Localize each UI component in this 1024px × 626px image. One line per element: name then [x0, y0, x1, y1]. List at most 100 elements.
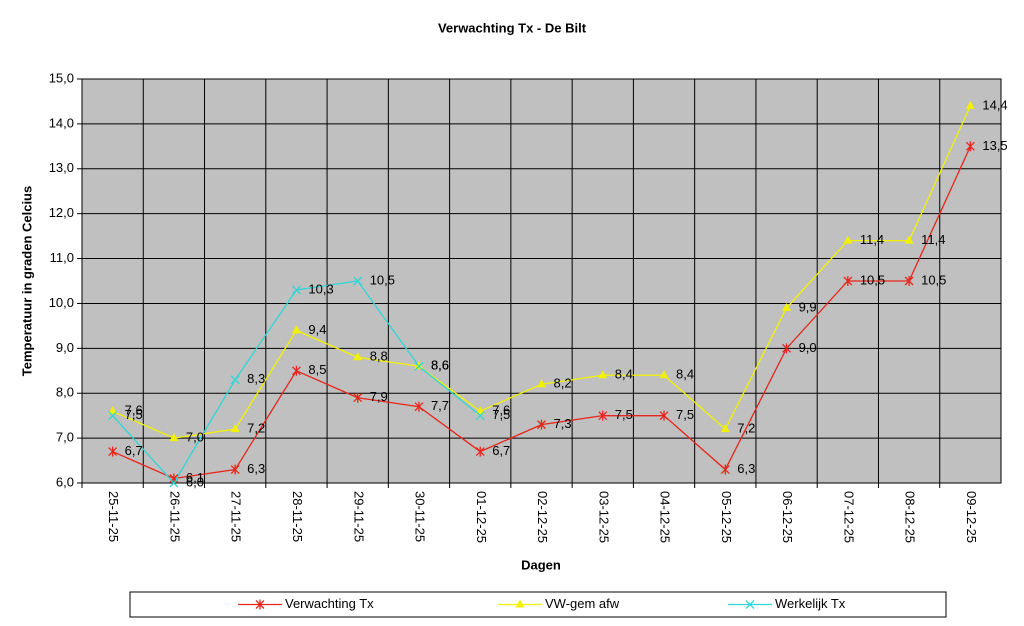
data-label: 9,9: [799, 299, 817, 314]
y-tick-label: 11,0: [50, 250, 74, 265]
x-tick-label: 07-12-25: [841, 491, 856, 543]
marker: [475, 446, 485, 457]
marker: [720, 424, 730, 433]
data-label: 7,7: [431, 398, 449, 413]
marker: [659, 370, 669, 379]
data-label: 8,6: [431, 358, 449, 373]
x-tick-label: 04-12-25: [658, 491, 673, 543]
marker: [255, 599, 265, 610]
data-label: 8,3: [247, 371, 265, 386]
data-label: 6,1: [186, 470, 204, 485]
data-label: 10,5: [370, 272, 395, 287]
x-tick-label: 02-12-25: [535, 491, 550, 543]
data-label: 8,2: [554, 376, 572, 391]
data-label: 6,7: [492, 443, 510, 458]
data-label: 7,2: [737, 421, 755, 436]
data-label: 7,9: [370, 389, 388, 404]
marker: [745, 600, 755, 609]
data-label: 11,4: [921, 232, 945, 247]
x-tick-label: 25-11-25: [106, 491, 121, 542]
marker: [965, 100, 975, 109]
data-label: 13,5: [982, 138, 1007, 153]
data-label: 7,5: [125, 407, 143, 422]
y-axis-label: Temperatuur in graden Celcius: [19, 186, 34, 376]
x-tick-label: 30-11-25: [413, 491, 428, 542]
marker: [537, 419, 546, 430]
data-label: 7,5: [676, 407, 694, 422]
marker: [353, 352, 363, 361]
marker: [659, 410, 669, 421]
chart-title: Verwachting Tx - De Bilt: [438, 20, 587, 35]
data-label: 9,0: [799, 340, 817, 355]
y-tick-label: 10,0: [49, 295, 74, 310]
data-label: 8,4: [615, 367, 633, 382]
marker: [904, 276, 914, 286]
data-label: 14,4: [982, 97, 1007, 112]
x-tick-label: 28-11-25: [290, 491, 305, 542]
data-label: 6,3: [247, 461, 265, 476]
marker: [230, 424, 240, 433]
marker: [720, 464, 730, 475]
y-tick-label: 13,0: [49, 160, 74, 175]
marker: [108, 411, 118, 421]
marker: [353, 392, 363, 403]
y-tick-label: 8,0: [56, 385, 74, 400]
x-tick-label: 06-12-25: [780, 491, 795, 543]
marker: [108, 446, 118, 457]
marker: [782, 343, 792, 354]
data-label: 8,6: [431, 358, 449, 373]
x-tick-label: 05-12-25: [719, 491, 734, 543]
x-tick-label: 29-11-25: [351, 491, 366, 542]
data-label: 9,4: [308, 322, 326, 337]
marker: [108, 406, 118, 415]
data-label: 10,5: [921, 272, 946, 287]
y-tick-label: 15,0: [49, 70, 74, 85]
marker: [782, 302, 792, 311]
marker: [515, 599, 525, 608]
x-tick-label: 09-12-25: [964, 491, 979, 543]
marker: [414, 361, 424, 370]
data-label: 7,3: [554, 416, 572, 431]
data-label: 8,5: [308, 362, 326, 377]
marker: [353, 276, 363, 286]
marker: [904, 235, 914, 244]
legend-label: VW-gem afw: [545, 596, 620, 611]
y-tick-label: 9,0: [56, 340, 74, 355]
marker: [230, 375, 240, 385]
marker: [291, 325, 301, 334]
data-label: 10,3: [308, 281, 333, 296]
x-tick-label: 27-11-25: [229, 491, 244, 542]
y-tick-label: 6,0: [56, 474, 74, 489]
data-label: 7,0: [186, 430, 204, 445]
legend-label: Verwachting Tx: [285, 596, 374, 611]
data-label: 11,4: [860, 232, 884, 247]
x-tick-label: 03-12-25: [596, 491, 611, 543]
marker: [475, 411, 485, 421]
marker: [169, 433, 179, 442]
data-label: 7,5: [492, 407, 510, 422]
data-label: 6,0: [186, 474, 204, 489]
data-label: 7,6: [492, 403, 510, 418]
marker: [414, 401, 424, 412]
marker: [291, 365, 301, 376]
y-tick-label: 7,0: [56, 430, 74, 445]
marker: [169, 478, 179, 488]
legend-label: Werkelijk Tx: [775, 596, 846, 611]
marker: [598, 370, 608, 379]
y-tick-label: 12,0: [49, 205, 74, 220]
data-label: 7,5: [615, 407, 633, 422]
x-tick-label: 08-12-25: [903, 491, 918, 543]
marker: [291, 285, 301, 295]
marker: [414, 361, 424, 371]
data-label: 7,6: [125, 403, 143, 418]
x-axis-label: Dagen: [521, 557, 561, 572]
data-label: 7,2: [247, 421, 265, 436]
marker: [537, 379, 546, 388]
data-label: 10,5: [860, 272, 885, 287]
data-label: 6,7: [125, 443, 143, 458]
data-label: 6,3: [737, 461, 755, 476]
marker: [843, 276, 853, 286]
marker: [475, 406, 485, 415]
y-tick-label: 14,0: [49, 115, 74, 130]
